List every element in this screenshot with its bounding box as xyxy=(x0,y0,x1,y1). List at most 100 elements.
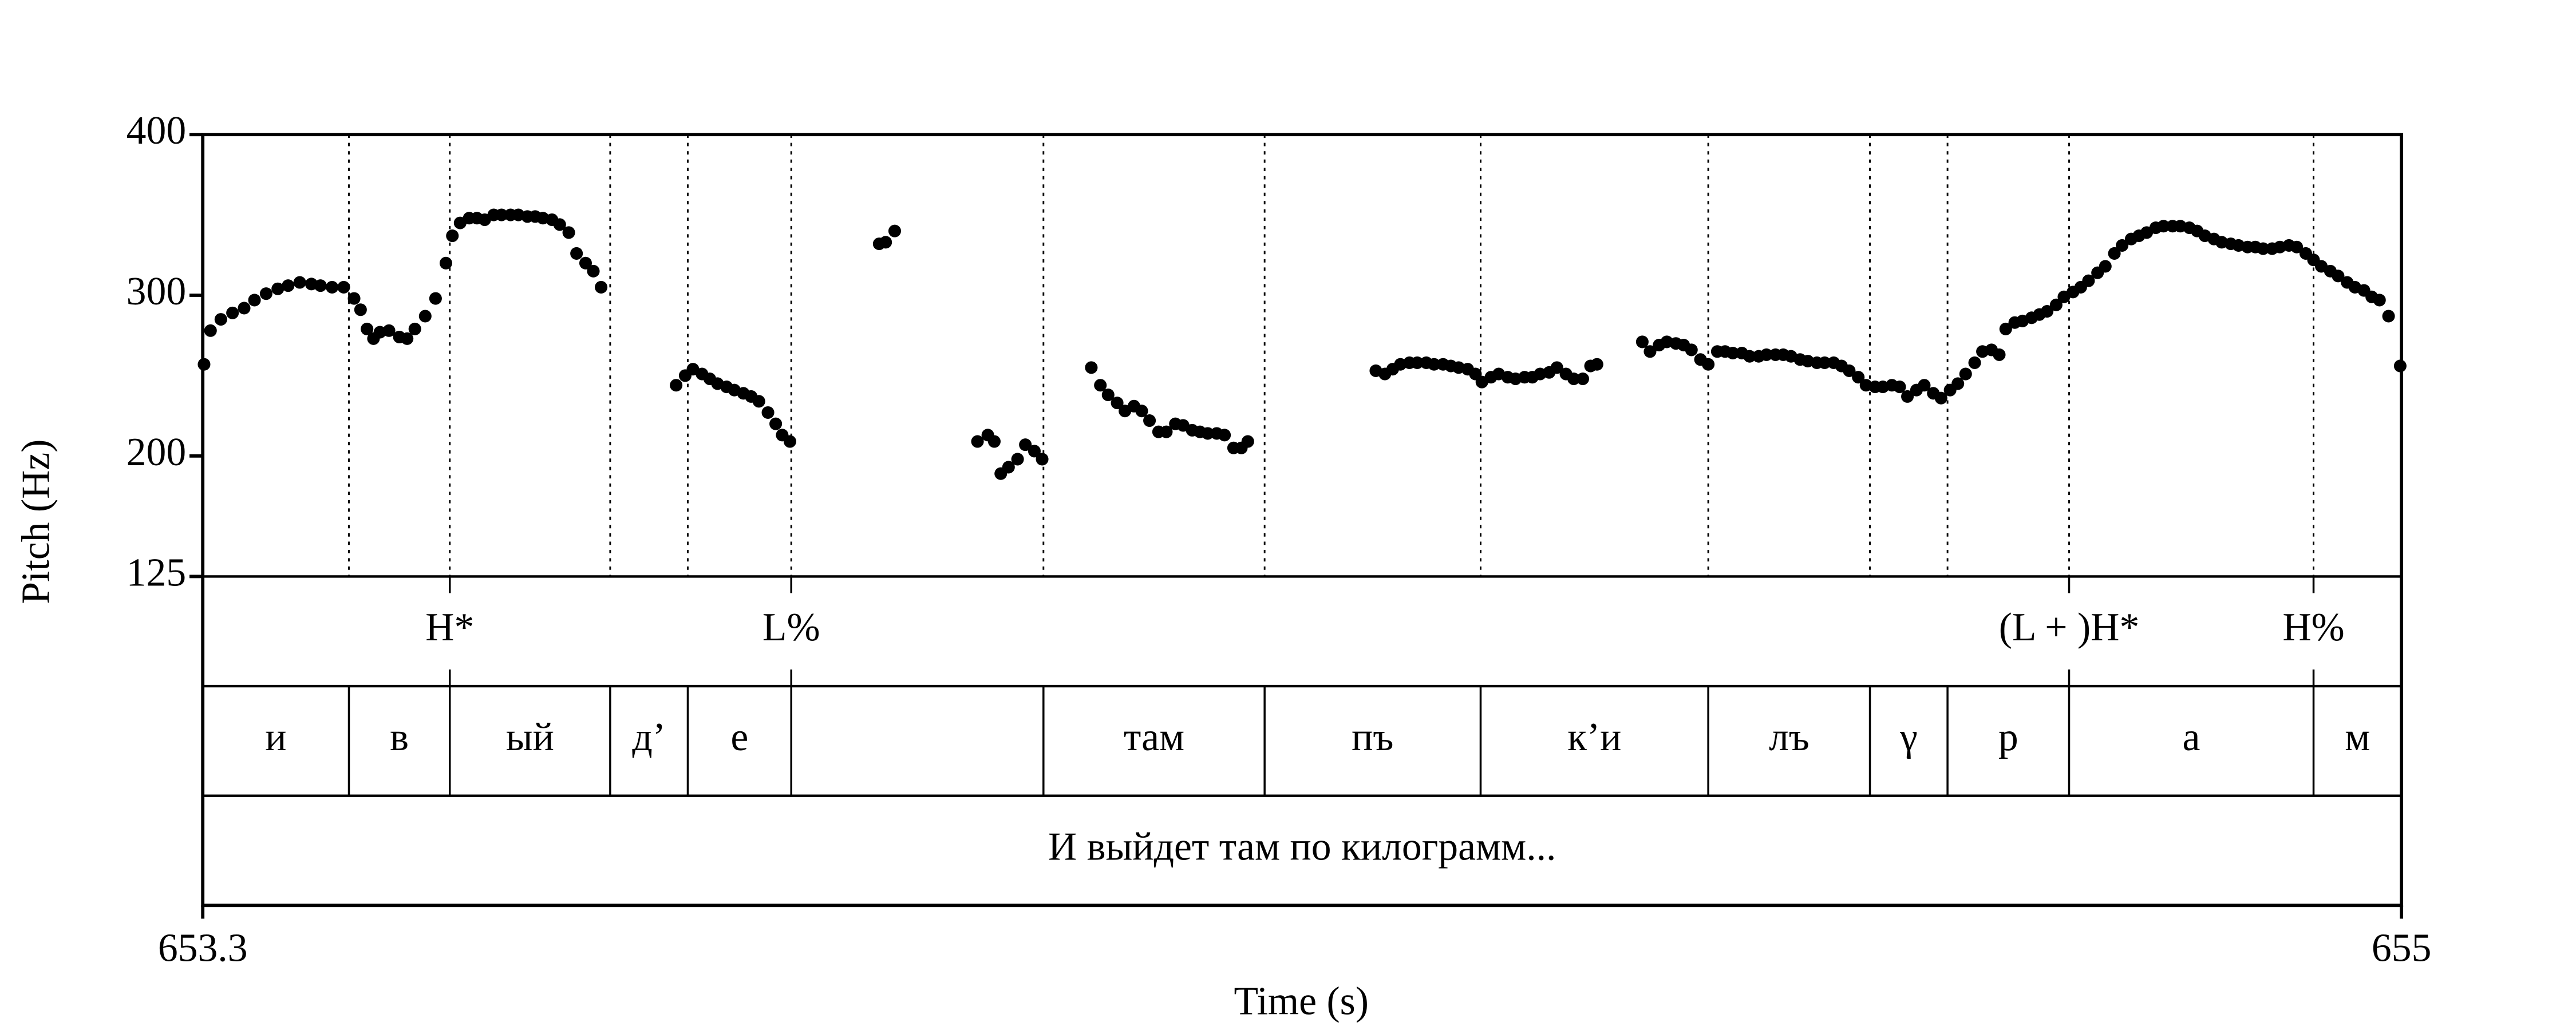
pitch-point xyxy=(2257,242,2270,255)
pitch-point xyxy=(1002,461,1015,474)
pitch-point xyxy=(553,218,566,231)
pitch-point xyxy=(314,279,327,292)
pitch-point xyxy=(2290,240,2304,253)
pitch-point xyxy=(1411,356,1424,369)
y-tick-label: 400 xyxy=(127,109,186,153)
pitch-point xyxy=(2049,298,2063,311)
pitch-point xyxy=(1094,379,1107,392)
y-tick-label: 300 xyxy=(127,270,186,314)
interval-label: лъ xyxy=(1769,715,1809,759)
interval-label: пъ xyxy=(1352,715,1393,759)
pitch-point xyxy=(562,226,575,239)
x-tick-label: 655 xyxy=(2372,926,2431,970)
pitch-point xyxy=(1085,361,1098,374)
pitch-point xyxy=(2116,239,2129,252)
pitch-point xyxy=(361,322,374,335)
pitch-point xyxy=(1218,429,1231,442)
pitch-point xyxy=(248,294,261,307)
pitch-point xyxy=(197,358,211,371)
pitch-point xyxy=(2393,359,2407,373)
pitch-point xyxy=(326,280,339,294)
tone-label: H% xyxy=(2282,605,2344,649)
pitch-point xyxy=(1567,372,1581,386)
pitch-point xyxy=(408,322,421,335)
pitch-point xyxy=(1893,381,1906,394)
interval-label: а xyxy=(2183,715,2200,759)
tone-label: (L + )H* xyxy=(1999,605,2140,649)
interval-label: в xyxy=(390,715,409,759)
pitch-point xyxy=(2382,310,2395,323)
pitch-point xyxy=(1635,335,1649,348)
pitch-point xyxy=(783,435,796,448)
pitch-point xyxy=(204,324,217,337)
pitch-point xyxy=(570,247,583,260)
pitch-point xyxy=(1590,358,1603,371)
pitch-point xyxy=(761,406,775,419)
pitch-point xyxy=(1968,356,1981,369)
pitch-point xyxy=(1702,358,1715,371)
pitch-point xyxy=(1993,348,2006,361)
pitch-point xyxy=(271,282,285,295)
pitch-point xyxy=(1160,425,1173,438)
pitch-point xyxy=(1135,405,1148,418)
pitch-point xyxy=(382,324,396,337)
pitch-point xyxy=(495,208,508,221)
interval-label: д’ xyxy=(632,715,666,759)
pitch-point xyxy=(2332,270,2345,283)
pitch-point xyxy=(595,280,608,294)
pitch-point xyxy=(2373,294,2386,307)
pitch-point xyxy=(1901,390,1914,403)
pitch-point xyxy=(879,236,892,249)
pitch-point xyxy=(337,280,350,294)
pitch-point xyxy=(418,310,432,323)
pitch-point xyxy=(1818,356,1831,369)
y-tick-label: 125 xyxy=(127,550,186,595)
pitch-point xyxy=(1201,427,1214,440)
pitch-point xyxy=(439,256,452,270)
pitch-point xyxy=(1643,345,1657,358)
interval-label: р xyxy=(1998,715,2018,759)
pitch-point xyxy=(2108,247,2121,260)
pitch-point xyxy=(987,435,1001,448)
pitch-point xyxy=(401,332,414,345)
pitch-point xyxy=(1843,364,1856,378)
pitch-point xyxy=(1726,347,1740,360)
pitch-point xyxy=(354,303,367,316)
pitch-point xyxy=(446,229,459,243)
pitch-point xyxy=(769,417,783,430)
pitch-point xyxy=(1951,377,1965,390)
interval-label: ый xyxy=(506,715,554,759)
x-tick-label: 653.3 xyxy=(158,926,248,970)
pitch-point xyxy=(2041,305,2054,318)
pitch-point xyxy=(1028,445,1041,458)
interval-label: там xyxy=(1124,715,1184,759)
pitch-point xyxy=(1685,343,1698,356)
pitch-point xyxy=(238,302,251,315)
interval-label: и xyxy=(265,715,286,759)
pitch-point xyxy=(1918,379,1931,392)
plot-frame xyxy=(201,133,2404,908)
y-tick-label: 200 xyxy=(127,430,186,474)
pitch-point xyxy=(2099,260,2112,273)
pitch-point xyxy=(1959,367,1972,381)
pitch-point xyxy=(587,264,600,278)
pitch-point xyxy=(1101,389,1115,402)
pitch-point xyxy=(1852,371,1865,384)
pitch-point xyxy=(259,287,272,300)
pitch-point xyxy=(1760,348,1773,361)
pitch-point xyxy=(670,379,683,392)
pitch-point xyxy=(282,279,295,292)
pitch-point xyxy=(1428,358,1441,371)
tone-label: L% xyxy=(762,605,820,649)
pitch-point xyxy=(1011,453,1024,466)
y-axis-label: Pitch (Hz) xyxy=(14,439,58,604)
pitch-point xyxy=(1550,361,1563,374)
pitch-point xyxy=(1241,435,1254,448)
pitch-point xyxy=(579,256,592,270)
pitch-point xyxy=(888,224,902,237)
tone-label: H* xyxy=(425,605,474,649)
pitch-point xyxy=(1143,414,1156,427)
pitch-point xyxy=(429,292,442,305)
pitch-point xyxy=(1576,372,1589,386)
